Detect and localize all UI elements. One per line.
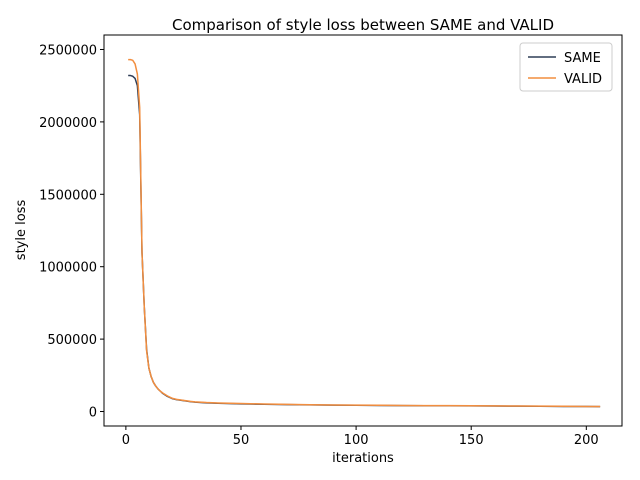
legend-box xyxy=(519,42,613,92)
series-line-same xyxy=(128,74,601,408)
x-tick-label: 50 xyxy=(233,433,250,448)
x-tick-label: 150 xyxy=(459,433,484,448)
legend-label-valid: VALID xyxy=(564,72,602,87)
y-tick-label: 0 xyxy=(89,406,97,421)
legend-label-same: SAME xyxy=(564,51,601,66)
x-tick-label: 100 xyxy=(344,433,369,448)
axes-frame xyxy=(103,34,623,427)
y-axis-label: style loss xyxy=(14,200,29,261)
chart-title: Comparison of style loss between SAME an… xyxy=(172,16,554,34)
y-tick-label: 500000 xyxy=(47,333,97,348)
x-tick-label: 0 xyxy=(122,433,130,448)
x-tick-label: 200 xyxy=(574,433,599,448)
y-tick-label: 1500000 xyxy=(39,188,97,203)
plot-area: 0 50 100 150 200 0 500000 1000000 1500000 2000000… xyxy=(39,34,623,448)
y-tick-label: 2000000 xyxy=(39,116,97,131)
y-tick-label: 2500000 xyxy=(39,43,97,58)
y-tick-label: 1000000 xyxy=(39,261,97,276)
series-line-valid xyxy=(128,58,601,408)
x-axis-label: iterations xyxy=(332,451,394,466)
